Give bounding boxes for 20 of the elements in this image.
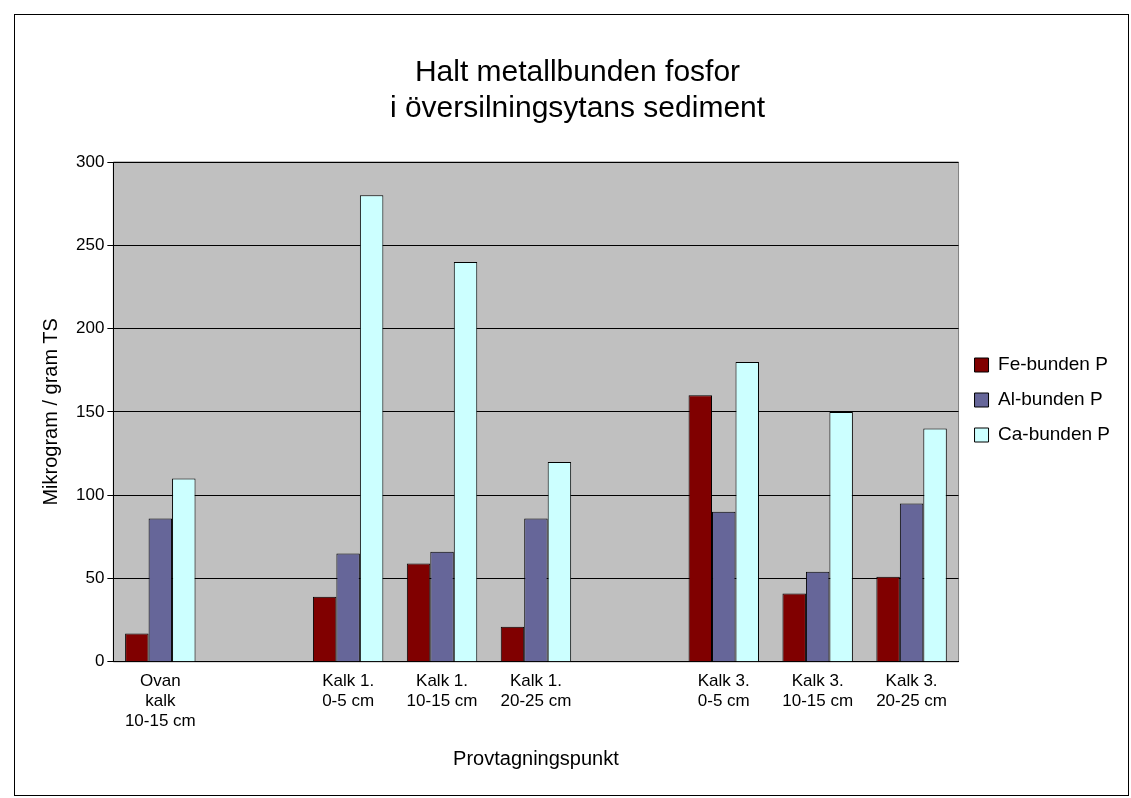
- x-tick-label: Kalk 3. 20-25 cm: [876, 670, 948, 711]
- x-tick-label: Ovan kalk 10-15 cm: [124, 670, 196, 731]
- x-tick-label: Kalk 1. 20-25 cm: [500, 670, 572, 711]
- y-tick-label: 100: [75, 484, 105, 504]
- y-tick-label: 300: [75, 151, 105, 171]
- y-tick-label: 200: [75, 318, 105, 338]
- y-tick-label: 250: [75, 234, 105, 254]
- x-tick-label: Kalk 1. 0-5 cm: [322, 670, 375, 711]
- x-axis-title: Provtagningspunkt: [453, 746, 620, 769]
- y-tick-label: 0: [94, 651, 105, 671]
- legend-label: Al-bunden P: [998, 388, 1103, 410]
- x-tick-label: Kalk 3. 0-5 cm: [697, 670, 750, 711]
- y-axis-title: Mikrogram / gram TS: [38, 318, 61, 506]
- y-tick-label: 50: [85, 568, 105, 588]
- legend-label: Ca-bunden P: [998, 423, 1110, 445]
- x-tick-label: Kalk 1. 10-15 cm: [406, 670, 478, 711]
- chart-title: Halt metallbunden fosfor i översilningsytans sediment: [389, 54, 766, 124]
- legend-label: Fe-bunden P: [998, 353, 1108, 375]
- x-tick-label: Kalk 3. 10-15 cm: [782, 670, 854, 711]
- y-tick-label: 150: [75, 401, 105, 421]
